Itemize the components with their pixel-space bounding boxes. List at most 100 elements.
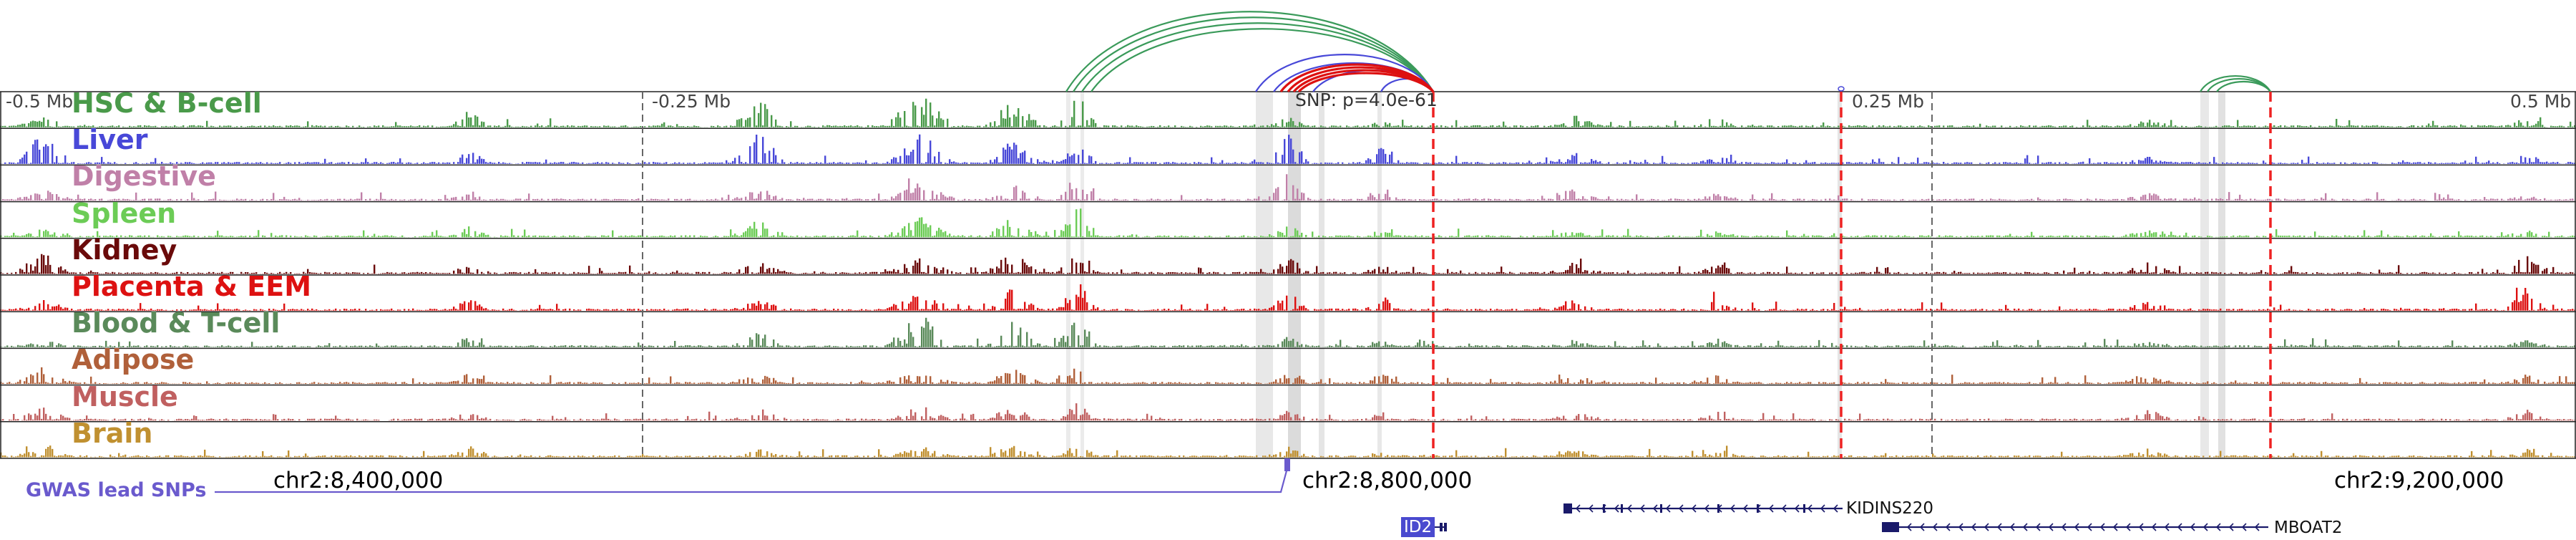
arc-loop-icon — [1081, 22, 1434, 92]
signal-track-9 — [0, 445, 2576, 458]
snp-pvalue-label: SNP: p=4.0e-61 — [1295, 90, 1438, 110]
gene-kidins220-exon — [1717, 504, 1719, 513]
gene-arrow-icon — [1971, 523, 1976, 531]
gene-arrow-icon — [2048, 523, 2054, 531]
gene-mboat2-exon — [1882, 522, 1899, 532]
signal-track-4 — [0, 254, 2576, 274]
dashed-boundaries — [1432, 92, 2272, 458]
signal-track-6 — [0, 317, 2576, 347]
gene-arrow-icon — [1678, 504, 1684, 513]
coordinate-label-3: chr2:9,200,000 — [2334, 468, 2504, 493]
gene-arrow-icon — [2254, 523, 2260, 531]
gene-arrow-icon — [2177, 523, 2182, 531]
gene-kidins220-exon — [1660, 504, 1662, 513]
gene-arrow-icon — [1996, 523, 2002, 531]
gene-arrow-icon — [1575, 504, 1581, 513]
gene-arrow-icon — [1614, 504, 1619, 513]
gene-kidins220-exon — [1603, 504, 1605, 513]
gene-id2-exon — [1444, 523, 1447, 531]
gene-kidins220-exon — [1621, 504, 1623, 513]
gene-arrow-icon — [1729, 504, 1735, 513]
gene-arrow-icon — [2138, 523, 2144, 531]
gene-id2-exon — [1440, 523, 1443, 531]
gene-label-kidins220: KIDINS220 — [1846, 499, 1934, 518]
gwas-snp-marker — [1284, 458, 1290, 471]
gene-arrow-icon — [2087, 523, 2092, 531]
track-label: Spleen — [72, 197, 177, 229]
signal-track-3 — [0, 208, 2576, 238]
signal-track-8 — [0, 403, 2576, 421]
track-label: Digestive — [72, 160, 216, 193]
coordinate-label-1: chr2:8,400,000 — [273, 468, 444, 493]
arc-loop-icon — [1255, 54, 1434, 92]
gene-arrow-icon — [2035, 523, 2041, 531]
gene-arrow-icon — [2125, 523, 2131, 531]
gene-arrow-icon — [2112, 523, 2118, 531]
gene-arrow-icon — [2061, 523, 2067, 531]
gene-label-id2: ID2 — [1401, 517, 1435, 537]
gene-arrow-icon — [2228, 523, 2234, 531]
gene-label-mboat2: MBOAT2 — [2274, 519, 2343, 537]
gene-arrow-icon — [1906, 523, 1912, 531]
track-label: Brain — [72, 417, 153, 449]
gene-kidins220-exon — [1757, 504, 1759, 513]
gene-arrow-icon — [2022, 523, 2028, 531]
gwas-lead-snps-label: GWAS lead SNPs — [26, 479, 207, 501]
arc-loop-icon — [1091, 28, 1434, 92]
gene-arrow-icon — [1820, 504, 1825, 513]
gene-arrow-icon — [2190, 523, 2195, 531]
track-label: Muscle — [72, 380, 178, 413]
gene-arrow-icon — [1958, 523, 1963, 531]
gwas-connector-line — [215, 465, 1289, 493]
track-grid — [0, 91, 2576, 459]
arc-loop-icon — [1065, 11, 1434, 92]
gene-arrow-icon — [1945, 523, 1951, 531]
gene-arrow-icon — [2151, 523, 2157, 531]
gene-arrow-icon — [1665, 504, 1671, 513]
track-label: Placenta & EEM — [72, 271, 312, 302]
track-label: Blood & T-cell — [72, 307, 280, 339]
gene-arrow-icon — [1704, 504, 1709, 513]
gene-arrow-icon — [2215, 523, 2221, 531]
gene-kidins220-exon — [1803, 504, 1805, 513]
signal-track-7 — [0, 367, 2576, 385]
signal-tracks — [0, 98, 2576, 458]
gene-arrow-icon — [1794, 504, 1800, 513]
signal-track-1 — [0, 134, 2576, 164]
gene-kidins220-exon — [1563, 503, 1572, 514]
gene-arrow-icon — [2241, 523, 2247, 531]
arc-loop-icon — [1838, 86, 1845, 92]
gene-arrow-icon — [2099, 523, 2105, 531]
gene-arrow-icon — [1781, 504, 1787, 513]
arc-loop-icon — [2216, 80, 2271, 92]
coordinate-label-2: chr2:8,800,000 — [1302, 468, 1473, 493]
gene-arrow-icon — [1639, 504, 1645, 513]
arc-loop-icon — [1297, 72, 1435, 93]
scale-label-mid-left: -0.25 Mb — [652, 91, 731, 112]
gene-arrow-icon — [1833, 504, 1838, 513]
gwas-track — [215, 458, 1290, 493]
scale-label-left: -0.5 Mb — [6, 91, 74, 112]
gene-arrow-icon — [2074, 523, 2079, 531]
track-label: Kidney — [72, 233, 177, 266]
gene-arrow-icon — [2202, 523, 2208, 531]
gene-arrow-icon — [1932, 523, 1938, 531]
gene-arrow-icon — [1588, 504, 1594, 513]
chromatin-loops — [1065, 11, 2271, 93]
track-label: Liver — [72, 124, 148, 156]
gene-arrow-icon — [1691, 504, 1697, 513]
track-label: HSC & B-cell — [72, 87, 262, 119]
gene-arrow-icon — [1768, 504, 1774, 513]
scale-label-mid-right: 0.25 Mb — [1852, 91, 1925, 112]
arc-loop-icon — [1073, 16, 1434, 92]
gene-arrow-icon — [1626, 504, 1632, 513]
track-label: Adipose — [72, 344, 195, 376]
gene-track — [1433, 503, 2268, 532]
scale-label-right: 0.5 Mb — [2510, 91, 2572, 112]
gene-arrow-icon — [1807, 504, 1813, 513]
gene-arrow-icon — [1742, 504, 1748, 513]
gene-arrow-icon — [2164, 523, 2170, 531]
gene-arrow-icon — [1652, 504, 1658, 513]
